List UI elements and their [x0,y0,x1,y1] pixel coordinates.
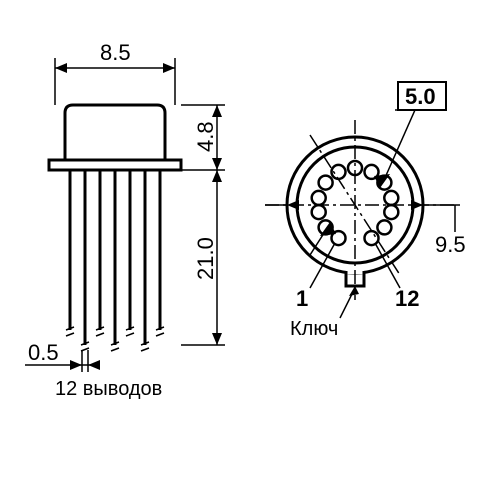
leads [66,170,164,351]
lead-count-label: 12 выводов [55,378,162,400]
pin1-label: 1 [296,243,335,311]
dim-lead-width-text: 0.5 [28,340,59,365]
svg-text:12: 12 [395,286,419,311]
dim-outer-dia-text: 9.5 [435,232,466,257]
pin12-label: 12 [375,243,419,311]
dim-body-height-text: 4.8 [193,121,218,152]
svg-text:Ключ: Ключ [290,318,338,340]
dim-body-height: 4.8 [181,105,225,170]
dim-lead-length: 21.0 [181,170,225,345]
dim-width-text: 8.5 [100,40,131,65]
svg-text:1: 1 [296,286,308,311]
dim-width: 8.5 [55,40,175,105]
side-view: 8.5 4.8 [25,40,225,400]
dim-outer-dia: 9.5 [265,200,466,257]
bottom-view: 1 12 Ключ 5.0 [265,82,466,340]
dim-lead-length-text: 21.0 [193,237,218,280]
dim-lead-width: 0.5 [25,340,100,372]
technical-drawing: 8.5 4.8 [0,0,500,500]
package-body [49,105,181,170]
dim-pin-circle-text: 5.0 [405,84,436,109]
